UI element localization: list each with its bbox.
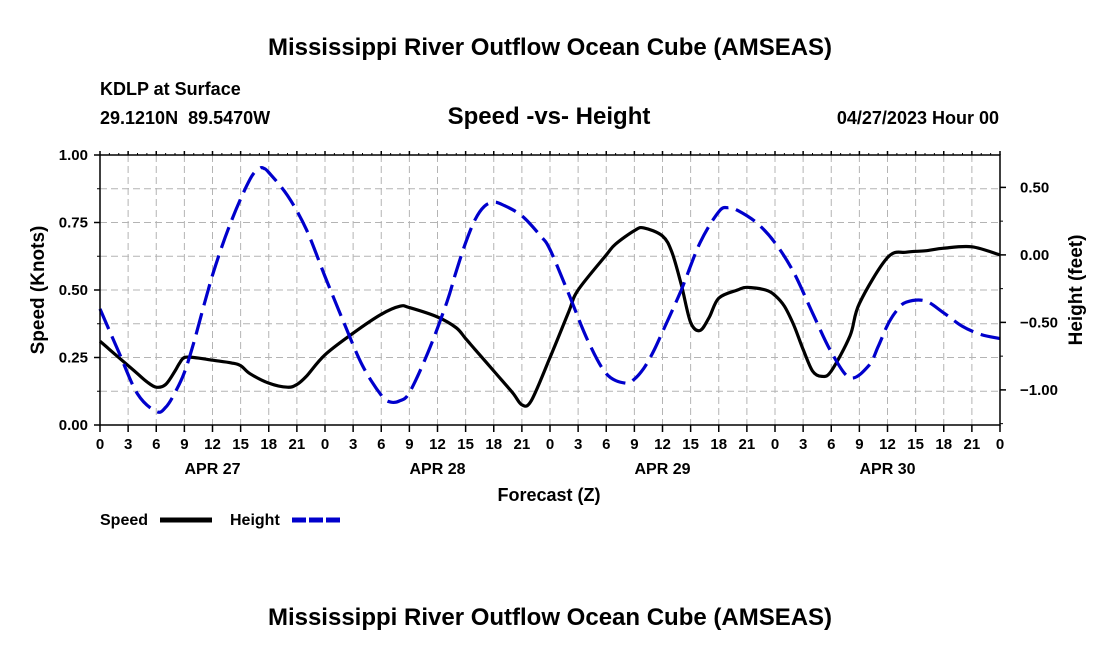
axes: 0 3 6 9 12 15 18 21 0 3 6 9 12 15 18 21 0 3 6 9 12 15 18 21 0 3 6 9… [59, 147, 1058, 478]
x-tick-label: 6 [602, 436, 610, 453]
day-label: APR 28 [409, 461, 465, 478]
y-tick-label: 1.00 [59, 147, 88, 164]
x-tick-label: 18 [260, 436, 277, 453]
y-tick-label: 0.00 [59, 417, 88, 434]
y-tick-label: 0.25 [59, 350, 88, 367]
x-axis-label: Forecast (Z) [497, 485, 600, 505]
y2-tick-label: −0.50 [1020, 314, 1058, 331]
x-tick-label: 9 [855, 436, 863, 453]
y-axis-label-height: Height (feet) [1066, 235, 1087, 346]
x-tick-label: 21 [964, 436, 981, 453]
x-tick-label: 18 [485, 436, 502, 453]
y2-tick-label: 0.50 [1020, 179, 1049, 196]
x-tick-label: 9 [180, 436, 188, 453]
x-tick-label: 6 [827, 436, 835, 453]
x-tick-label: 12 [879, 436, 896, 453]
station-label: KDLP at Surface [100, 79, 241, 99]
footer-title: Mississippi River Outflow Ocean Cube (AM… [268, 604, 832, 631]
x-tick-label: 9 [630, 436, 638, 453]
x-tick-label: 3 [799, 436, 807, 453]
x-tick-label: 15 [682, 436, 699, 453]
y2-tick-label: −1.00 [1020, 382, 1058, 399]
x-tick-label: 9 [405, 436, 413, 453]
x-tick-label: 12 [429, 436, 446, 453]
series-line-height [98, 165, 1001, 414]
x-tick-label: 0 [996, 436, 1004, 453]
x-tick-label: 18 [935, 436, 952, 453]
x-tick-label: 0 [321, 436, 329, 453]
x-tick-label: 6 [377, 436, 385, 453]
day-label: APR 30 [859, 461, 915, 478]
x-tick-label: 3 [349, 436, 357, 453]
chart-main-title: Mississippi River Outflow Ocean Cube (AM… [268, 34, 832, 61]
y2-tick-label: 0.00 [1020, 247, 1049, 264]
y-axis-label-speed: Speed (Knots) [28, 226, 49, 355]
x-tick-label: 12 [654, 436, 671, 453]
x-tick-label: 3 [124, 436, 132, 453]
x-tick-label: 0 [96, 436, 104, 453]
day-label: APR 29 [634, 461, 690, 478]
y-tick-label: 0.75 [59, 215, 88, 232]
x-tick-label: 15 [457, 436, 474, 453]
x-tick-label: 21 [514, 436, 531, 453]
x-tick-label: 21 [739, 436, 756, 453]
legend-height-label: Height [230, 512, 280, 529]
x-tick-label: 0 [771, 436, 779, 453]
x-tick-label: 0 [546, 436, 554, 453]
station-coordinates: 29.1210N 89.5470W [100, 108, 270, 128]
legend: Speed Height [100, 512, 343, 529]
x-tick-label: 12 [204, 436, 221, 453]
plot-subtitle: Speed -vs- Height [448, 103, 651, 130]
x-tick-label: 15 [232, 436, 249, 453]
forecast-run-label: 04/27/2023 Hour 00 [837, 108, 999, 128]
day-label: APR 27 [184, 461, 240, 478]
x-tick-label: 21 [289, 436, 306, 453]
x-tick-label: 18 [710, 436, 727, 453]
legend-speed-label: Speed [100, 512, 148, 529]
series-layer [98, 165, 1001, 414]
x-tick-label: 3 [574, 436, 582, 453]
y-tick-label: 0.50 [59, 282, 88, 299]
x-tick-label: 15 [907, 436, 924, 453]
x-tick-label: 6 [152, 436, 160, 453]
